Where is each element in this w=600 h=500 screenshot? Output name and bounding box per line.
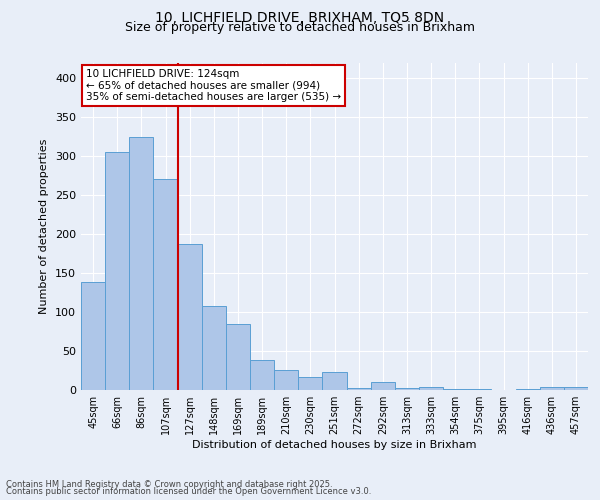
Text: Size of property relative to detached houses in Brixham: Size of property relative to detached ho… bbox=[125, 21, 475, 34]
X-axis label: Distribution of detached houses by size in Brixham: Distribution of detached houses by size … bbox=[192, 440, 477, 450]
Y-axis label: Number of detached properties: Number of detached properties bbox=[40, 138, 49, 314]
Text: Contains public sector information licensed under the Open Government Licence v3: Contains public sector information licen… bbox=[6, 487, 371, 496]
Bar bbox=[515, 389, 540, 390]
Bar bbox=[322, 372, 347, 390]
Bar bbox=[564, 387, 588, 390]
Bar bbox=[467, 389, 491, 390]
Bar bbox=[371, 382, 395, 390]
Bar bbox=[274, 370, 298, 390]
Bar bbox=[178, 244, 202, 390]
Bar bbox=[395, 388, 419, 390]
Bar bbox=[129, 136, 154, 390]
Bar bbox=[202, 306, 226, 390]
Bar bbox=[298, 376, 322, 390]
Bar bbox=[81, 282, 105, 390]
Text: 10, LICHFIELD DRIVE, BRIXHAM, TQ5 8DN: 10, LICHFIELD DRIVE, BRIXHAM, TQ5 8DN bbox=[155, 11, 445, 25]
Bar bbox=[226, 324, 250, 390]
Bar bbox=[250, 360, 274, 390]
Bar bbox=[443, 389, 467, 390]
Bar bbox=[154, 180, 178, 390]
Bar bbox=[419, 387, 443, 390]
Bar bbox=[347, 388, 371, 390]
Text: Contains HM Land Registry data © Crown copyright and database right 2025.: Contains HM Land Registry data © Crown c… bbox=[6, 480, 332, 489]
Bar bbox=[105, 152, 129, 390]
Bar bbox=[540, 387, 564, 390]
Text: 10 LICHFIELD DRIVE: 124sqm
← 65% of detached houses are smaller (994)
35% of sem: 10 LICHFIELD DRIVE: 124sqm ← 65% of deta… bbox=[86, 69, 341, 102]
